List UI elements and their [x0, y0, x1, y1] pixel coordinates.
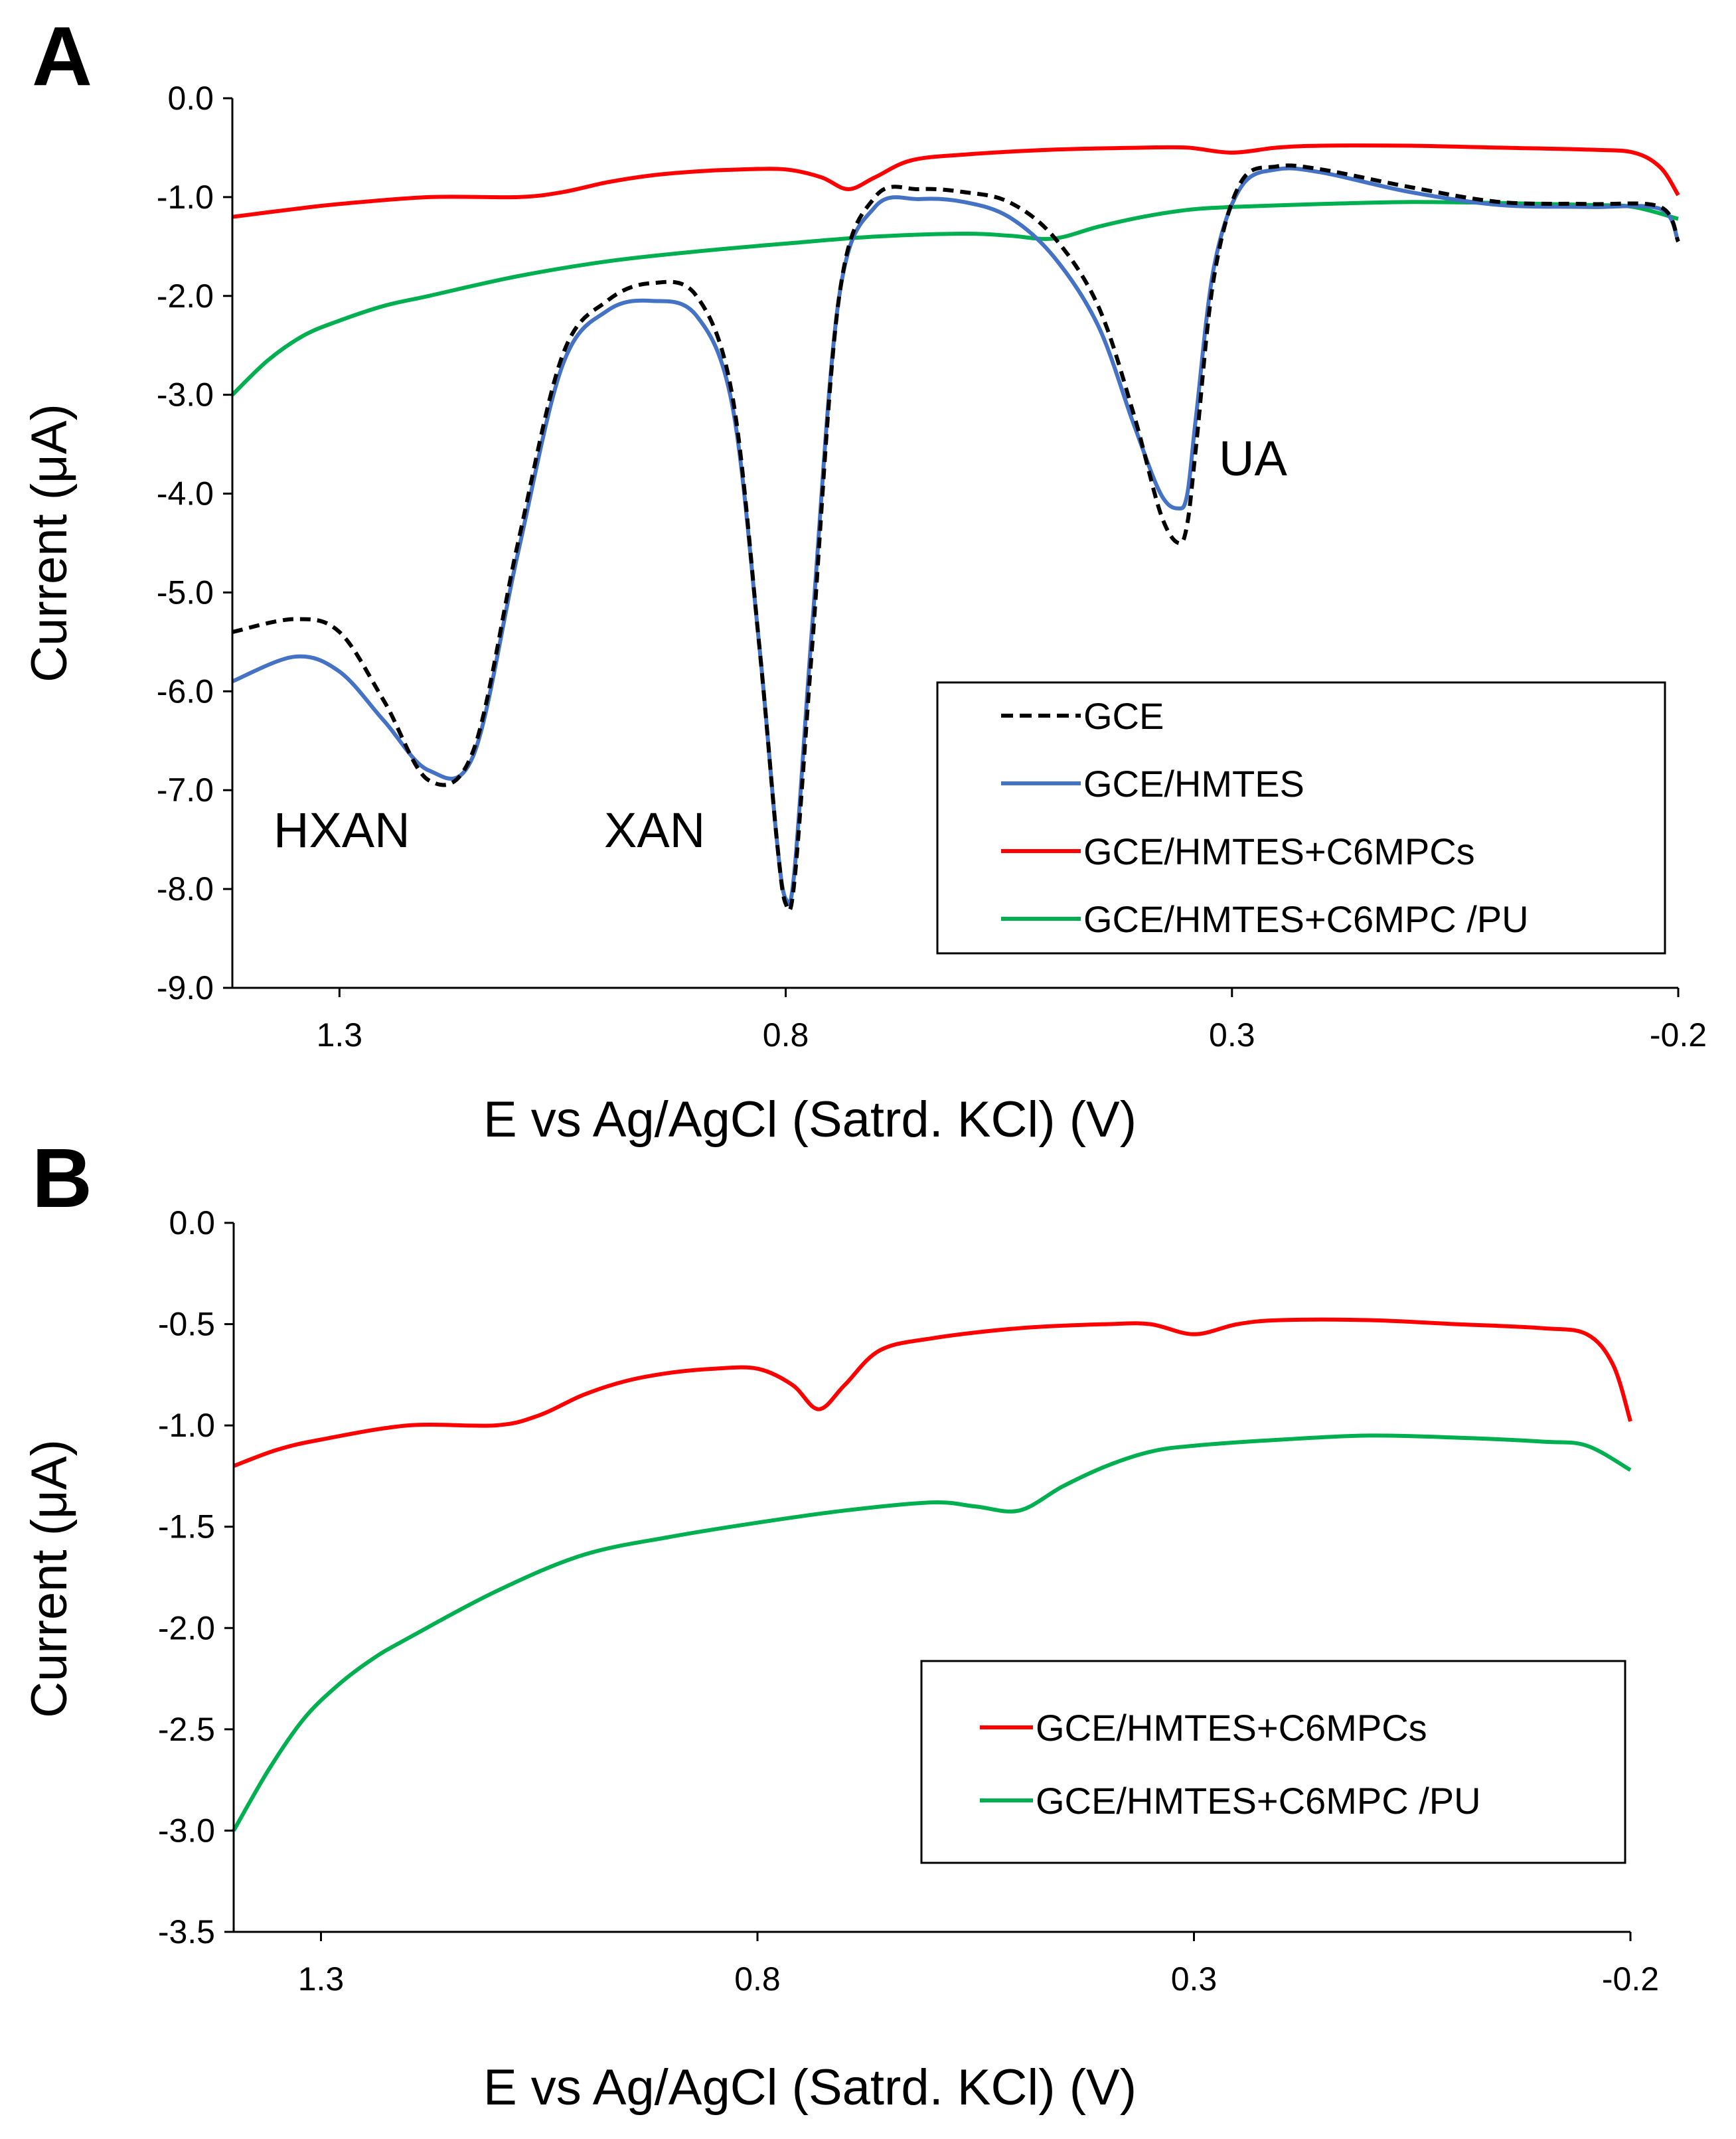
panel-a-x-tick-label: -0.2 [1650, 1016, 1707, 1054]
panel-a-x-tick-label: 1.3 [317, 1016, 363, 1054]
panel-a-x-axis-title: E vs Ag/AgCl (Satrd. KCl) (V) [483, 1091, 1137, 1148]
annotation-hxan: HXAN [274, 803, 410, 858]
panel-a-y-axis-title: Current (μA) [21, 404, 78, 682]
panel-a-x-tick-label: 0.3 [1209, 1016, 1255, 1054]
panel-b-x-axis-title: E vs Ag/AgCl (Satrd. KCl) (V) [483, 2059, 1137, 2116]
panel-a-series-gce-hmtes-c6mpcs [232, 143, 1680, 219]
panel-a-y-tick-label: -4.0 [157, 475, 214, 513]
panel-a-series [230, 143, 1680, 913]
panel-a-y-tick-label: -5.0 [157, 574, 214, 611]
panel-b-ticks: 0.0 -0.5 -1.0 -1.5 -2.0 -2.5 -3.0 -3.5 1.3 0.8 0.3… [158, 1204, 1659, 1998]
panel-b-y-tick-label: -3.5 [158, 1913, 215, 1950]
panel-b-y-tick-label: -1.0 [158, 1407, 215, 1444]
panel-b-y-tick-label: -2.0 [158, 1609, 215, 1646]
panel-a-y-tick-label: -2.0 [157, 277, 214, 315]
legend-label-gce-hmtes: GCE/HMTES [1083, 763, 1304, 805]
legend-item-b-c6mpcs: GCE/HMTES+C6MPCs [980, 1707, 1427, 1749]
legend-label-b-c6mpcs: GCE/HMTES+C6MPCs [1036, 1707, 1427, 1749]
panel-b-y-tick-label: -3.0 [158, 1812, 215, 1849]
panel-a-x-tick-label: 0.8 [763, 1016, 809, 1054]
legend-label-c6mpcs: GCE/HMTES+C6MPCs [1083, 831, 1475, 872]
panel-b: B 0.0-0.5-1.0-1.5-2.0-2.5-3.0-3.51.3 0.8 0… [21, 1131, 1659, 2116]
legend-item-gce: GCE [1001, 695, 1164, 737]
panel-b-x-tick-label: 0.3 [1171, 1960, 1218, 1998]
panel-a-series-gce [232, 163, 1680, 913]
panel-b-y-tick-label: 0.0 [169, 1204, 215, 1241]
panel-b-series-gce-hmtes-c6mpc-pu [232, 1433, 1632, 1832]
panel-a: A 0.0 -1.0 -2.0 -3.0 -4.0 -5.0 -6.0 -7.0 -8.0 -9.… [21, 9, 1707, 1148]
legend-item-gce-hmtes: GCE/HMTES [1001, 763, 1304, 805]
legend-item-c6mpcs: GCE/HMTES+C6MPCs [1001, 831, 1475, 872]
panel-a-series-gce-hmtes-c6mpc-pu [230, 200, 1679, 396]
panel-label-a: A [32, 9, 92, 103]
panel-b-x-tick-label: -0.2 [1602, 1960, 1659, 1998]
panel-b-y-tick-label: -2.5 [158, 1711, 215, 1748]
panel-a-y-tick-label: -8.0 [157, 870, 214, 908]
panel-b-series [232, 1317, 1632, 1832]
panel-a-y-tick-label: -1.0 [157, 179, 214, 216]
panel-b-legend: GCE/HMTES+C6MPCs GCE/HMTES+C6MPC /PU [920, 1660, 1626, 1864]
panel-b-y-tick-label: -1.5 [158, 1508, 215, 1545]
panel-a-y-tick-label: -7.0 [157, 771, 214, 809]
panel-b-series-gce-hmtes-c6mpcs [232, 1317, 1632, 1468]
legend-label-b-c6mpc-pu: GCE/HMTES+C6MPC /PU [1036, 1780, 1481, 1822]
annotation-ua: UA [1219, 431, 1287, 486]
panel-a-y-tick-label: -3.0 [157, 376, 214, 414]
panel-b-y-axis-title: Current (μA) [21, 1439, 78, 1718]
legend-label-c6mpc-pu: GCE/HMTES+C6MPC /PU [1083, 898, 1529, 940]
panel-label-b: B [32, 1131, 92, 1225]
legend-item-b-c6mpc-pu: GCE/HMTES+C6MPC /PU [980, 1780, 1481, 1822]
panel-b-x-tick-label: 1.3 [298, 1960, 345, 1998]
panel-a-legend-box [936, 681, 1666, 955]
legend-label-gce: GCE [1083, 695, 1164, 737]
panel-a-y-tick-label: 0.0 [167, 80, 214, 117]
panel-a-ticks: 0.0 -1.0 -2.0 -3.0 -4.0 -5.0 -6.0 -7.0 -8.0 -9.0 1… [157, 80, 1707, 1054]
panel-b-x-tick-label: 0.8 [734, 1960, 781, 1998]
annotation-xan: XAN [604, 803, 705, 858]
panel-b-y-tick-label: -0.5 [158, 1306, 215, 1343]
panel-b-legend-box [920, 1660, 1626, 1864]
panel-a-legend: GCE GCE/HMTES GCE/HMTES+C6MPCs GCE/HMTES… [936, 681, 1666, 955]
panel-a-y-tick-label: -6.0 [157, 673, 214, 710]
panel-a-y-tick-label: -9.0 [157, 969, 214, 1006]
legend-item-c6mpc-pu: GCE/HMTES+C6MPC /PU [1001, 898, 1529, 940]
